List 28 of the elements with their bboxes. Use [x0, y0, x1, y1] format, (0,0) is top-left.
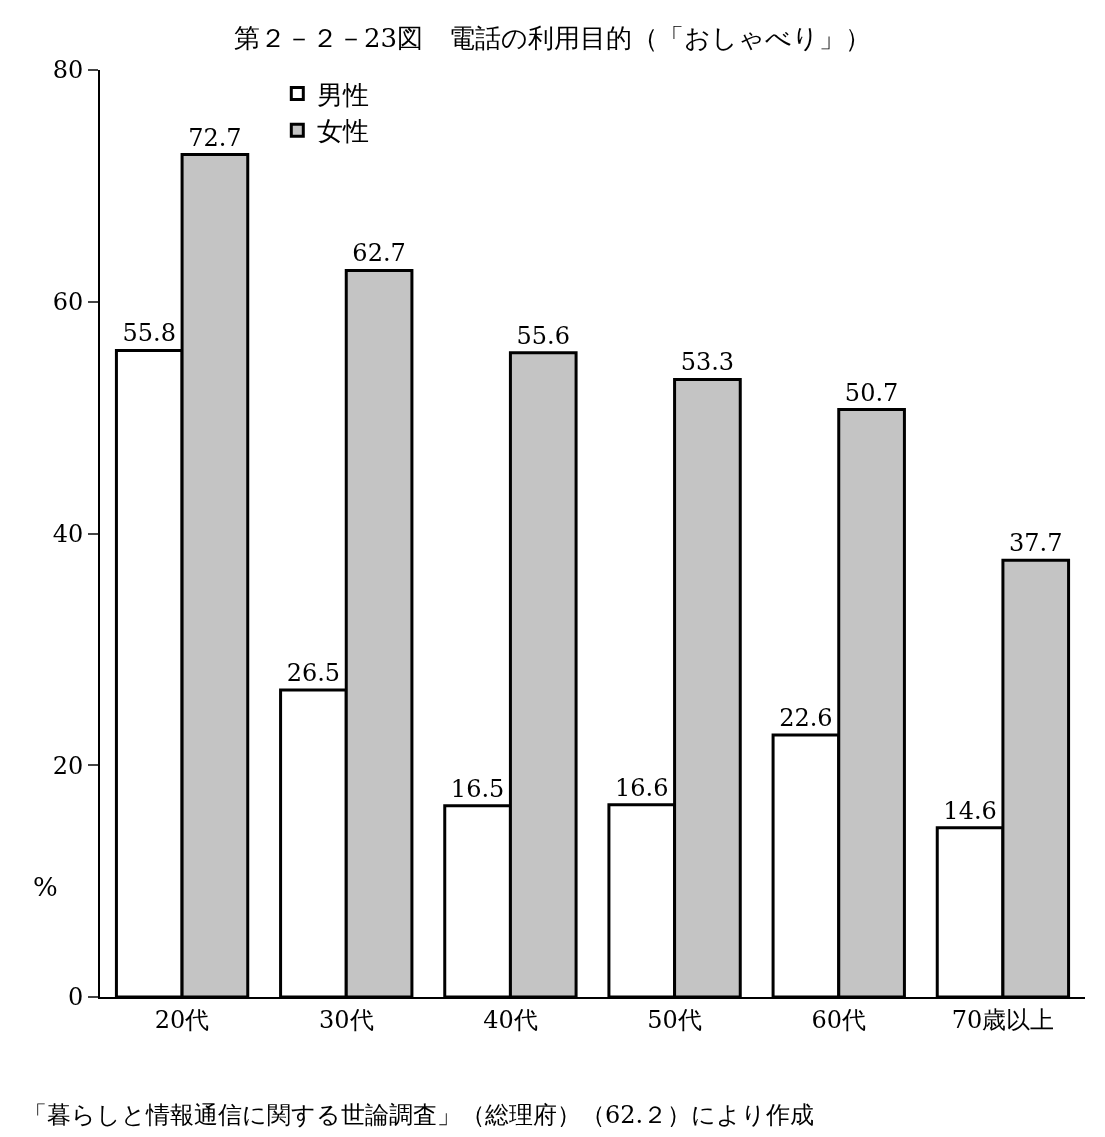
y-tick-label: 80	[52, 56, 84, 85]
data-label: 55.6	[516, 321, 570, 350]
x-tick-label: 40代	[483, 1005, 538, 1034]
data-label: 55.8	[122, 319, 176, 348]
x-tick-label: 50代	[647, 1005, 702, 1034]
data-label: 62.7	[352, 239, 406, 268]
data-label: 53.3	[680, 348, 735, 377]
x-tick-label: 60代	[811, 1005, 867, 1034]
y-tick-label: 20	[52, 751, 84, 780]
legend-label: 男性	[317, 79, 370, 110]
data-label: 26.5	[286, 658, 341, 687]
y-tick-label: 0	[67, 983, 84, 1012]
data-label: 22.6	[779, 704, 833, 733]
text: 「暮らしと情報通信に関する世論調査」（総理府）（62.２）により作成	[23, 1101, 815, 1129]
data-label: 16.6	[615, 773, 669, 802]
data-label: 50.7	[844, 378, 899, 407]
chart-title: 第２－２－23図 電話の利用目的（「おしゃべり」）	[233, 22, 872, 53]
x-tick-label: 20代	[154, 1005, 210, 1034]
y-tick-label: 40	[52, 519, 84, 548]
data-label: 37.7	[1009, 529, 1063, 558]
x-tick-label: 70歳以上	[951, 1005, 1055, 1034]
x-tick-label: 30代	[318, 1005, 374, 1034]
y-tick-label: 60	[52, 288, 84, 317]
data-label: 72.7	[188, 123, 242, 152]
y-axis-title: %	[33, 872, 58, 902]
data-label: 14.6	[943, 796, 997, 825]
data-label: 16.5	[450, 774, 505, 803]
legend-label: 女性	[317, 116, 370, 147]
